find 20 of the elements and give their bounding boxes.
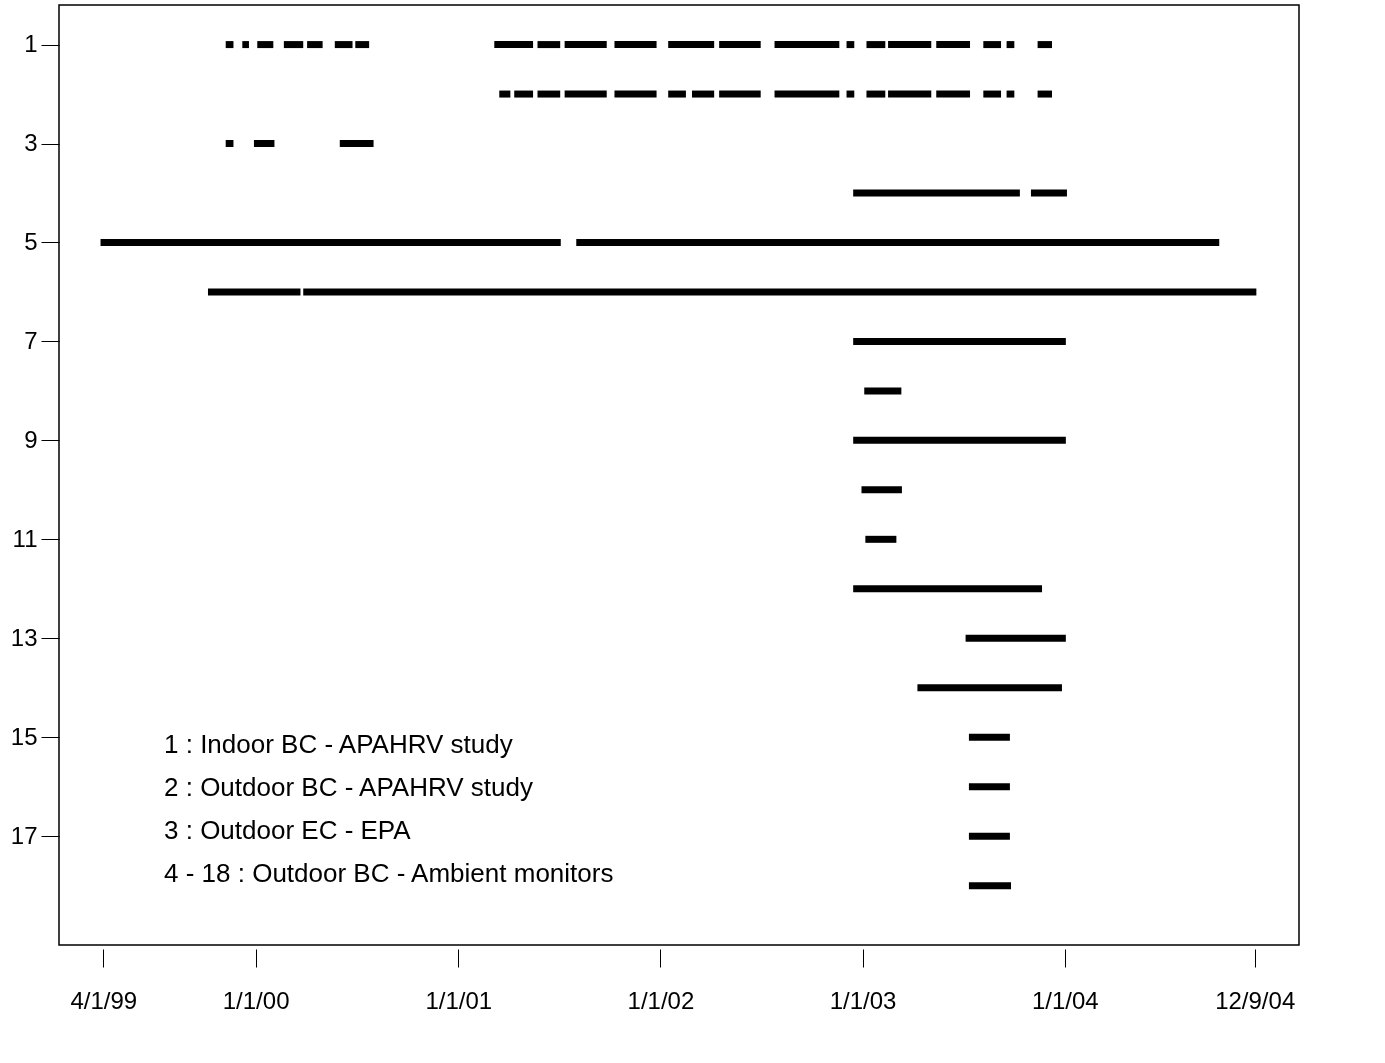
y-tick-label: 7 [24,326,38,354]
x-tick-label: 1/1/04 [1031,986,1099,1014]
x-tick-label: 1/1/02 [627,986,695,1014]
y-tick-label: 15 [10,722,38,750]
x-tick-label: 1/1/01 [425,986,493,1014]
x-tick-label: 1/1/03 [829,986,897,1014]
y-tick-label: 9 [24,425,38,453]
y-tick-label: 5 [24,227,38,255]
annotation: 1 : Indoor BC - APAHRV study [164,729,513,759]
annotation: 2 : Outdoor BC - APAHRV study [164,772,533,802]
annotation: 3 : Outdoor EC - EPA [164,815,412,845]
y-tick-label: 17 [10,821,38,849]
x-tick-label: 1/1/00 [222,986,290,1014]
y-tick-label: 1 [24,30,38,58]
x-tick-label: 4/1/99 [70,986,138,1014]
y-tick-label: 3 [24,129,38,157]
x-tick-label: 12/9/04 [1215,986,1296,1014]
y-tick-label: 13 [10,623,38,651]
annotation: 4 - 18 : Outdoor BC - Ambient monitors [164,858,614,888]
y-tick-label: 11 [12,524,38,552]
